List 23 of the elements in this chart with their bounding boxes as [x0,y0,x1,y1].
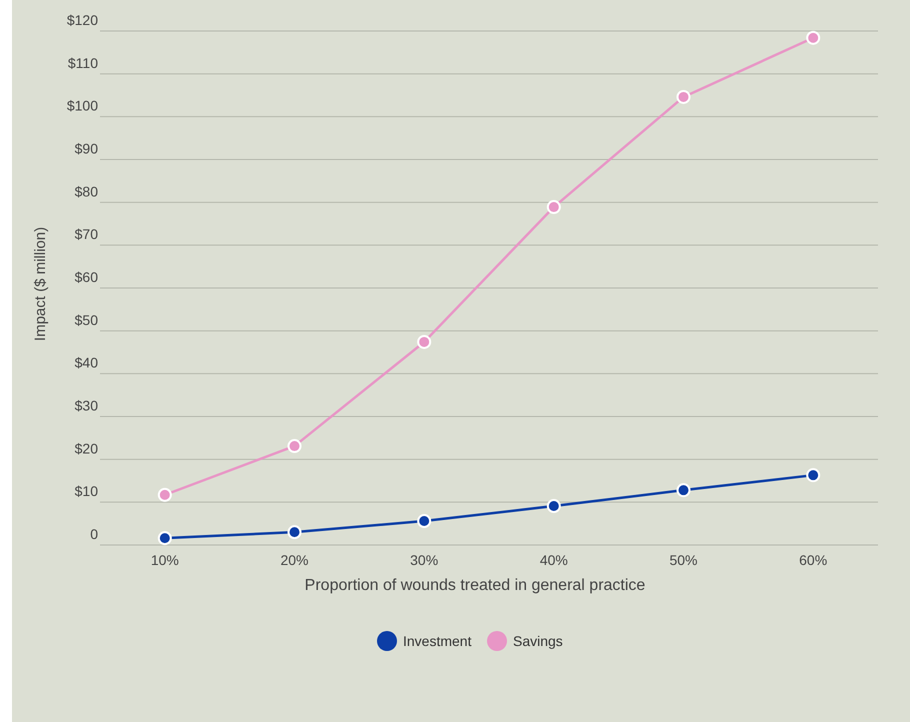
y-tick-label: $120 [66,12,98,28]
legend-label: Savings [513,633,563,649]
y-axis-title: Impact ($ million) [32,226,49,342]
legend-label: Investment [403,633,472,649]
y-tick-label: 0 [90,526,98,542]
y-tick-label: $40 [74,354,98,371]
y-tick-label: $90 [74,140,98,156]
y-tick-label: $80 [74,183,98,200]
x-tick-label: 60% [799,552,828,568]
y-tick-label: $30 [74,398,98,414]
y-tick-label: $20 [74,440,98,456]
y-tick-label: $100 [66,98,98,114]
x-tick-label: 10% [150,552,179,568]
x-tick-label: 40% [540,552,568,568]
x-tick-label: 50% [669,552,698,568]
y-tick-label: $60 [74,269,98,285]
y-tick-label: $10 [74,483,98,500]
y-tick-label: $50 [74,312,98,328]
x-tick-label: 30% [410,552,438,568]
x-tick-label: 20% [280,552,309,568]
y-tick-label: $110 [68,54,98,71]
x-axis-title: Proportion of wounds treated in general practice [304,577,646,594]
y-tick-label: $70 [74,226,98,242]
